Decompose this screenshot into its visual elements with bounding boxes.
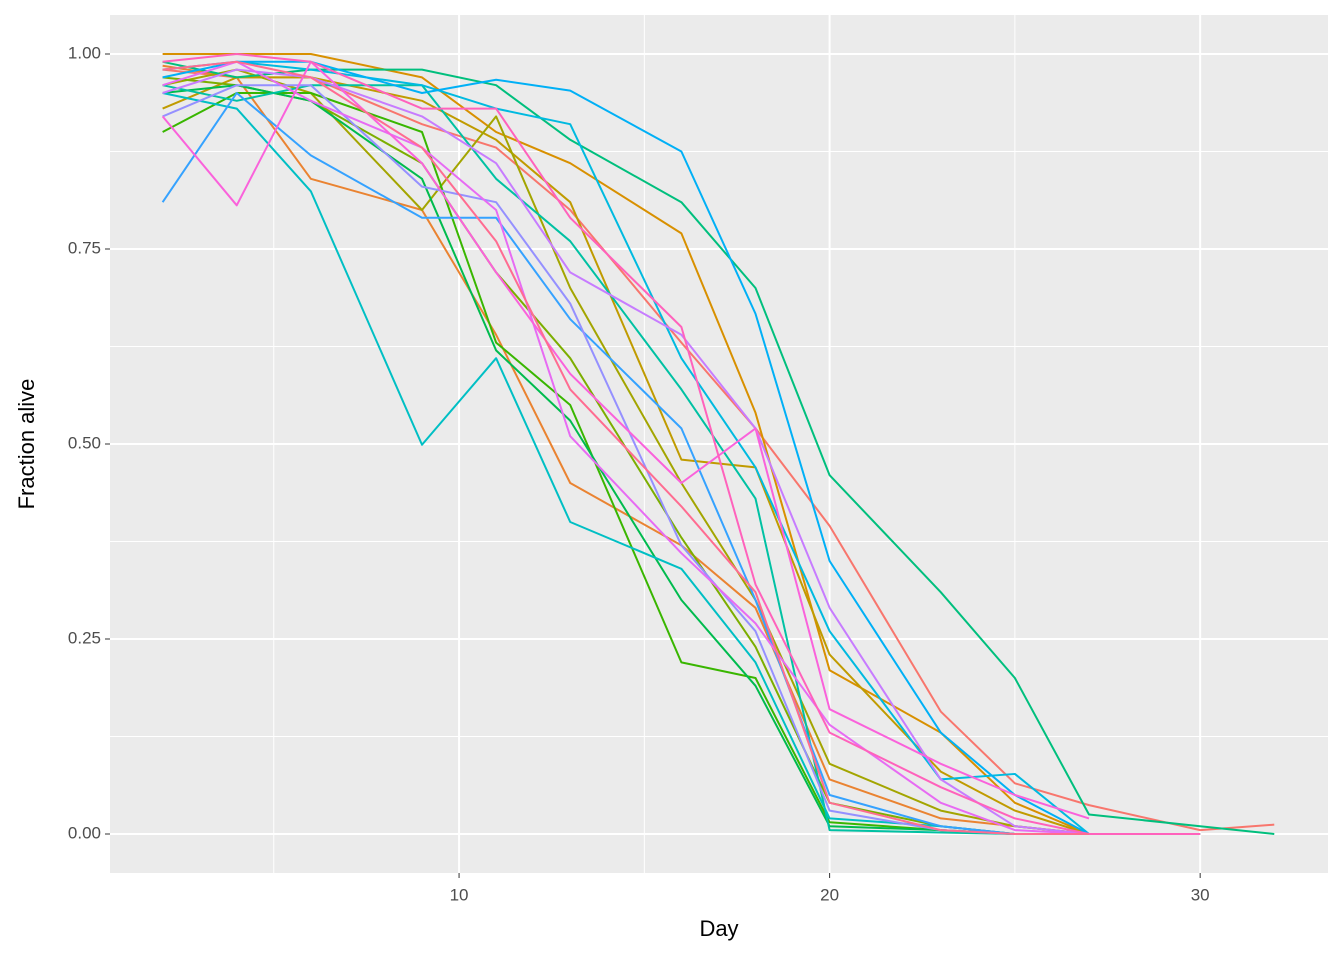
series-line [161,92,1089,835]
series-line [162,60,1090,835]
x-axis-title: Day [699,916,738,941]
series-line [161,60,1090,820]
y-tick-label: 1.00 [68,43,101,62]
x-tick-label: 10 [450,885,469,904]
y-tick-label: 0.75 [68,238,101,257]
series-line [162,60,1089,835]
x-tick-label: 30 [1191,885,1210,904]
series-line [162,68,1090,835]
y-tick-label: 0.00 [68,823,101,842]
series-line [162,53,1201,835]
series-line [162,64,1090,835]
y-tick-label: 0.25 [68,628,101,647]
x-tick-label: 20 [820,885,839,904]
series-line [162,68,1090,835]
y-axis-title: Fraction alive [14,379,39,510]
y-tick-label: 0.50 [68,433,101,452]
series-line [162,60,1090,835]
series-line [162,53,1201,835]
